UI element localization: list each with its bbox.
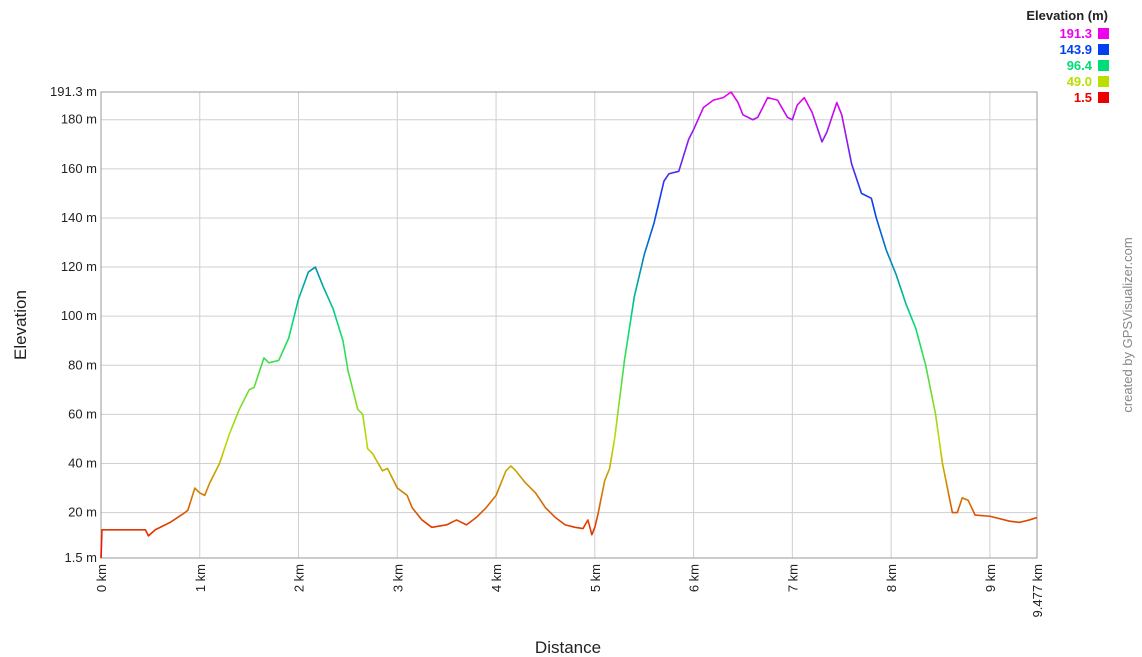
plot-frame — [100, 91, 1038, 559]
y-tick-label: 100 m — [61, 308, 97, 323]
y-tick-label: 191.3 m — [50, 84, 97, 99]
y-tick-label: 160 m — [61, 161, 97, 176]
x-tick-label: 7 km — [785, 564, 800, 592]
x-tick-label: 9.477 km — [1030, 564, 1045, 617]
x-tick-label: 5 km — [588, 564, 603, 592]
x-tick-label: 0 km — [94, 564, 109, 592]
x-tick-label: 1 km — [193, 564, 208, 592]
y-tick-label: 120 m — [61, 259, 97, 274]
legend-swatch — [1098, 76, 1109, 87]
y-axis-label: Elevation — [11, 290, 30, 360]
x-tick-label: 2 km — [292, 564, 307, 592]
legend-label: 191.3 — [1059, 26, 1092, 41]
x-tick-label: 3 km — [390, 564, 405, 592]
x-tick-label: 6 km — [687, 564, 702, 592]
elevation-line — [100, 91, 1038, 559]
x-tick-label: 9 km — [983, 564, 998, 592]
legend-label: 143.9 — [1059, 42, 1092, 57]
legend-label: 96.4 — [1067, 58, 1093, 73]
y-tick-label: 40 m — [68, 455, 97, 470]
legend-swatch — [1098, 92, 1109, 103]
y-tick-label: 1.5 m — [64, 550, 97, 565]
x-tick-label: 4 km — [489, 564, 504, 592]
y-tick-label: 140 m — [61, 210, 97, 225]
y-tick-label: 60 m — [68, 406, 97, 421]
legend-swatch — [1098, 44, 1109, 55]
x-tick-label: 8 km — [884, 564, 899, 592]
legend-swatch — [1098, 28, 1109, 39]
y-tick-label: 80 m — [68, 357, 97, 372]
legend-label: 1.5 — [1074, 90, 1092, 105]
credit: created by GPSVisualizer.com — [1120, 237, 1135, 412]
legend-swatch — [1098, 60, 1109, 71]
x-axis-label: Distance — [535, 638, 601, 657]
y-tick-label: 180 m — [61, 112, 97, 127]
y-tick-label: 20 m — [68, 505, 97, 520]
legend-title: Elevation (m) — [1026, 8, 1108, 23]
legend-label: 49.0 — [1067, 74, 1092, 89]
